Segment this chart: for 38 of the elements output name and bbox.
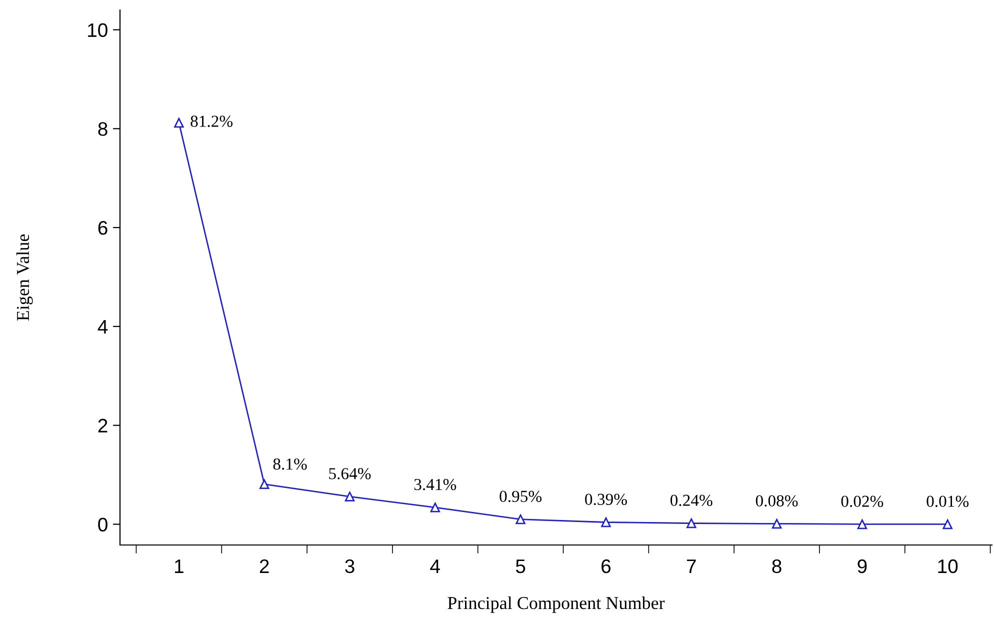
annotation: 0.02% <box>841 496 884 508</box>
point <box>601 517 611 528</box>
point <box>430 502 440 512</box>
y-axis-title: Eigen Value <box>16 234 33 321</box>
y-tick-label: 10 <box>88 23 108 38</box>
y-tick-label: 8 <box>98 122 108 136</box>
annotation: 0.95% <box>500 490 542 502</box>
annotation: 8.1% <box>273 458 307 470</box>
x-tick-label: 7 <box>686 560 696 573</box>
x-tick-label: 4 <box>430 560 440 573</box>
annotation: 0.24% <box>670 494 712 506</box>
x-tick-label: 1 <box>175 560 184 573</box>
x-tick-label: 9 <box>858 559 867 574</box>
x-tick-label: 2 <box>260 559 269 573</box>
x-tick-label: 6 <box>602 559 611 574</box>
annotation: 0.01% <box>926 496 969 508</box>
annotation: 0.39% <box>585 494 627 506</box>
y-tick-label: 6 <box>98 221 108 235</box>
y-tick-label: 4 <box>98 320 108 334</box>
point <box>259 479 270 490</box>
y-tick-label: 2 <box>98 418 108 432</box>
x-tick-label: 5 <box>516 560 526 574</box>
point <box>857 519 868 530</box>
annotation: 81.2% <box>190 116 233 127</box>
x-tick-label: 3 <box>345 559 354 574</box>
annotation: 5.64% <box>329 468 371 480</box>
point <box>772 518 782 529</box>
point <box>344 492 355 502</box>
x-tick-label: 8 <box>772 559 782 574</box>
x-axis-title: Principal Component Number <box>448 596 665 613</box>
point <box>686 518 696 528</box>
point <box>516 514 526 524</box>
x-tick-label: 10 <box>938 559 958 574</box>
y-tick-label: 0 <box>98 518 108 532</box>
point <box>174 118 184 128</box>
annotation: 0.08% <box>756 495 798 507</box>
point <box>942 519 952 530</box>
annotation: 3.41% <box>414 478 456 490</box>
